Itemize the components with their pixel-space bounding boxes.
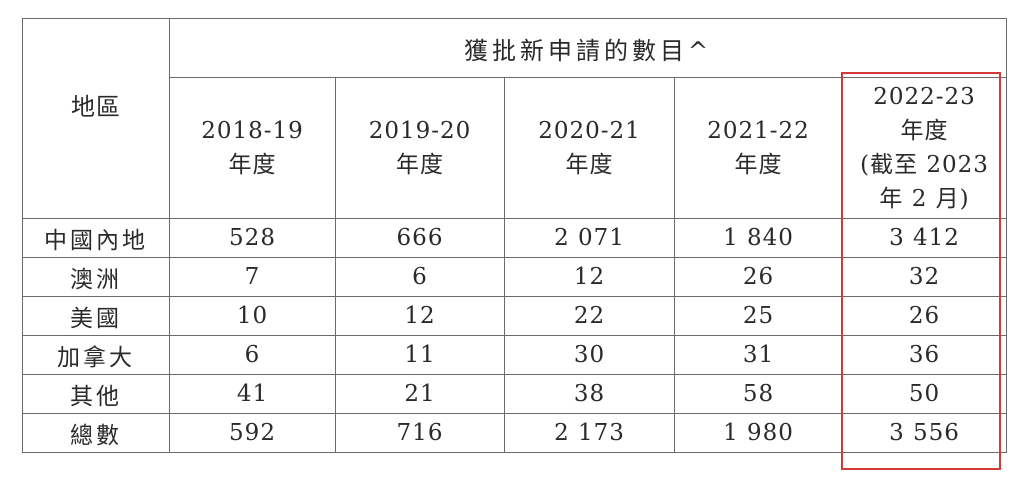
year-suffix: 年度	[900, 118, 949, 144]
year-header-2022-23: 2022-23 年度 (截至 2023 年 2 月)	[841, 77, 1008, 219]
value-cell: 30	[504, 335, 675, 375]
value-cell: 50	[841, 374, 1008, 414]
region-cell: 中國內地	[22, 218, 170, 258]
value-cell: 2 173	[504, 413, 675, 453]
value-cell: 12	[335, 296, 505, 336]
value-cell: 12	[504, 257, 675, 297]
value-cell: 7	[169, 257, 336, 297]
year-suffix: 年度	[228, 152, 277, 178]
year-label: 2019-20	[368, 118, 472, 144]
value-cell: 666	[335, 218, 505, 258]
value-cell: 26	[674, 257, 843, 297]
value-cell: 6	[169, 335, 336, 375]
year-label: 2018-19	[201, 118, 304, 144]
year-header-2020-21: 2020-21 年度	[504, 77, 675, 219]
region-cell: 美國	[22, 296, 170, 336]
value-cell: 38	[504, 374, 675, 414]
table-row: 加拿大 6 11 30 31 36	[22, 335, 1008, 375]
value-cell: 1 980	[674, 413, 843, 453]
table-row: 其他 41 21 38 58 50	[22, 374, 1008, 414]
value-cell: 1 840	[674, 218, 843, 258]
value-cell: 3 412	[841, 218, 1008, 258]
year-header-2019-20: 2019-20 年度	[335, 77, 505, 219]
value-cell: 10	[169, 296, 336, 336]
region-cell: 總數	[22, 413, 170, 453]
year-label: 2022-23	[873, 84, 976, 110]
region-cell: 加拿大	[22, 335, 170, 375]
table-row: 中國內地 528 666 2 071 1 840 3 412	[22, 218, 1008, 258]
region-column-header: 地區	[22, 18, 170, 219]
year-suffix: 年度	[396, 152, 444, 178]
value-cell: 36	[841, 335, 1008, 375]
value-cell: 21	[335, 374, 505, 414]
region-cell: 澳洲	[22, 257, 170, 297]
table-row-total: 總數 592 716 2 173 1 980 3 556	[22, 413, 1008, 453]
value-cell: 58	[674, 374, 843, 414]
value-cell: 41	[169, 374, 336, 414]
table-row: 美國 10 12 22 25 26	[22, 296, 1008, 336]
value-cell: 2 071	[504, 218, 675, 258]
approved-applications-header: 獲批新申請的數目^	[168, 18, 1008, 78]
value-cell: 716	[335, 413, 505, 453]
applications-table: 地區 獲批新申請的數目^ 2018-19 年度 2019-20 年度 2020-…	[22, 18, 1008, 453]
year-header-2018-19: 2018-19 年度	[169, 77, 336, 219]
year-label: 2021-22	[707, 118, 810, 144]
year-label: 2020-21	[538, 118, 641, 144]
value-cell: 31	[674, 335, 843, 375]
year-note: (截至 2023	[860, 152, 989, 178]
value-cell: 32	[841, 257, 1008, 297]
value-cell: 3 556	[841, 413, 1008, 453]
value-cell: 22	[504, 296, 675, 336]
value-cell: 25	[674, 296, 843, 336]
value-cell: 26	[841, 296, 1008, 336]
region-cell: 其他	[22, 374, 170, 414]
year-note: 年 2 月)	[879, 186, 970, 212]
value-cell: 592	[169, 413, 336, 453]
value-cell: 528	[169, 218, 336, 258]
table-row: 澳洲 7 6 12 26 32	[22, 257, 1008, 297]
value-cell: 6	[335, 257, 505, 297]
year-suffix: 年度	[565, 152, 614, 178]
year-header-2021-22: 2021-22 年度	[674, 77, 843, 219]
value-cell: 11	[335, 335, 505, 375]
year-suffix: 年度	[734, 152, 783, 178]
